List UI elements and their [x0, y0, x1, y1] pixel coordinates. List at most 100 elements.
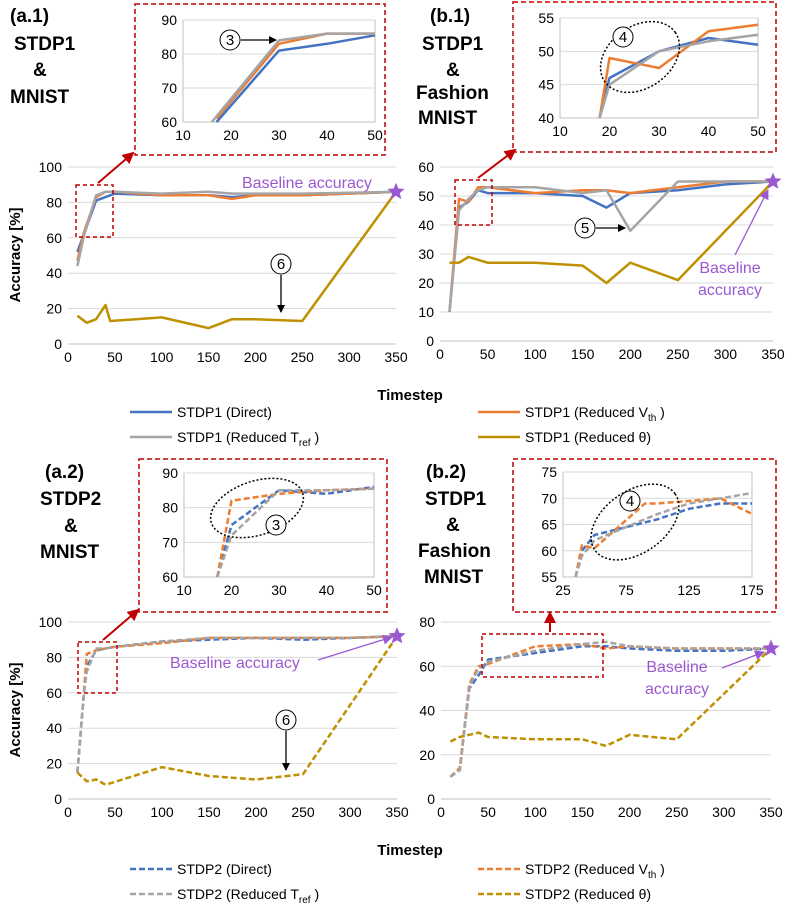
a1_main-ytick-4: 80 [46, 194, 62, 210]
b2_main-ytick-0: 0 [427, 791, 435, 807]
legend-top-label-direct: STDP1 (Direct) [177, 404, 272, 420]
a1_zoom-ytick-0: 60 [161, 114, 177, 130]
chart-b2-main: 0 20 40 60 80 0 50 100 150 200 250 300 350 [419, 614, 782, 820]
b2_zoom-ytick-3: 70 [541, 490, 557, 506]
a1-zoom-arrow [97, 151, 135, 184]
b1_zoom-ytick-0: 40 [538, 110, 554, 126]
a1_zoom-xtick-1: 20 [223, 127, 239, 143]
chart-a1-main: 0 20 40 60 80 100 0 50 100 150 200 250 300 350 [39, 159, 408, 365]
a2_main-ytick-5: 100 [39, 614, 63, 630]
bottom-xlabel: Timestep [377, 842, 443, 859]
a2-zoom-frame [138, 458, 388, 613]
a1_zoom-xtick-4: 50 [367, 127, 383, 143]
label-a2-id: (a.2) [45, 462, 84, 483]
a1_main-series-tref [76, 190, 397, 267]
a2_main-xtick-3: 150 [197, 804, 221, 820]
a2_zoom-ytick-3: 90 [162, 465, 178, 481]
a1_zoom-plot-area [182, 19, 376, 123]
a1_main-ytick-5: 100 [39, 159, 63, 175]
a1_main-series-theta [76, 191, 398, 330]
a1_zoom-series-direct [215, 34, 376, 123]
svg-text:4: 4 [619, 29, 627, 46]
b2_zoom-series-tref [574, 491, 753, 578]
b2_main-xtick-2: 100 [524, 804, 548, 820]
legend-top-label-theta: STDP1 (Reduced θ) [525, 429, 651, 445]
b2_zoom-ytick-0: 55 [541, 569, 557, 585]
legend-bottom-label-tref: STDP2 (Reduced Tref ) [177, 886, 319, 906]
b1_main-series-theta [449, 180, 774, 285]
a1_main-baseline-star [387, 182, 405, 200]
label-b2-data1: Fashion [418, 541, 491, 562]
b1_zoom-ytick-2: 50 [538, 43, 554, 59]
b2_zoom-ytick-1: 60 [541, 543, 557, 559]
b1_zoom-xtick-1: 20 [602, 123, 618, 139]
label-a2-rule: STDP2 [40, 489, 101, 510]
a2_main-ytick-0: 0 [54, 791, 62, 807]
b1_main-ytick-5: 50 [418, 188, 434, 204]
baseline-a2-label: Baseline accuracy [170, 655, 300, 672]
a2_main-ytick-1: 20 [46, 756, 62, 772]
svg-text:3: 3 [226, 32, 234, 49]
b2_main-xtick-1: 50 [480, 804, 496, 820]
top-xlabel: Timestep [377, 387, 443, 404]
b2_zoom-xtick-1: 75 [618, 582, 634, 598]
b2_main-ytick-3: 60 [419, 658, 435, 674]
a1_zoom-xtick-0: 10 [175, 127, 191, 143]
a2_main-ytick-2: 40 [46, 720, 62, 736]
a1_main-ytick-2: 40 [46, 265, 62, 281]
b2_main-xtick-6: 300 [712, 804, 736, 820]
baseline-b2-line1: Baseline [646, 659, 707, 676]
label-b2: (b.2) STDP1 & Fashion MNIST [418, 462, 491, 588]
a1-zoom-region [75, 184, 114, 238]
b1_main-ytick-6: 60 [418, 159, 434, 175]
a1_main-ytick-3: 60 [46, 230, 62, 246]
b2_main-xtick-7: 350 [759, 804, 783, 820]
b1-zoom-frame [512, 1, 777, 153]
b1_zoom-xtick-3: 40 [701, 123, 717, 139]
b1_zoom-xtick-2: 30 [651, 123, 667, 139]
a2_zoom-series-vth [216, 487, 375, 578]
svg-text:5: 5 [581, 220, 589, 237]
b1_main-xtick-4: 200 [619, 346, 643, 362]
label-b2-id: (b.2) [426, 462, 466, 483]
b2_zoom-xtick-2: 125 [677, 582, 701, 598]
a2_main-xtick-6: 300 [338, 804, 362, 820]
a1_zoom-ytick-3: 90 [161, 12, 177, 28]
chart-b2-zoom: 55 60 65 70 75 25 75 125 175 [541, 464, 763, 598]
label-b2-amp: & [446, 515, 460, 536]
b1_main-ytick-3: 30 [418, 246, 434, 262]
b1_main-xtick-6: 300 [714, 346, 738, 362]
b2_zoom-series-direct [574, 502, 752, 578]
label-a2-data: MNIST [40, 542, 100, 563]
b1_zoom-xtick-0: 10 [552, 123, 568, 139]
a2_zoom-ytick-2: 80 [162, 500, 178, 516]
legend-top-label-tref: STDP1 (Reduced Tref ) [177, 429, 319, 449]
a1-ylabel: Accuracy [%] [7, 207, 24, 302]
a1_main-xtick-4: 200 [244, 349, 268, 365]
b1_main-baseline-star [764, 172, 782, 189]
b1_zoom-xtick-4: 50 [750, 123, 766, 139]
b1_zoom-series-tref [598, 33, 759, 119]
b2_main-ytick-4: 80 [419, 614, 435, 630]
label-b1-data1: Fashion [416, 83, 489, 104]
marker-5-b1: 5 [574, 217, 626, 239]
b1_main-ytick-4: 40 [418, 217, 434, 233]
a1_main-xtick-5: 250 [291, 349, 315, 365]
svg-text:6: 6 [282, 712, 290, 729]
b2_zoom-ytick-2: 65 [541, 517, 557, 533]
b1_zoom-ytick-3: 55 [538, 10, 554, 26]
chart-a2-main: 0 20 40 60 80 100 0 50 100 150 200 250 300 350 [39, 614, 409, 820]
label-a2: (a.2) STDP2 & MNIST [40, 462, 101, 563]
a1-zoom-frame [134, 3, 386, 156]
legend-bottom: STDP2 (Direct) STDP2 (Reduced Vth ) STDP2 … [130, 861, 665, 906]
a1_main-xtick-3: 150 [197, 349, 221, 365]
a1_main-xtick-7: 350 [384, 349, 408, 365]
marker-3-a1: 3 [219, 29, 277, 51]
a2_zoom-xtick-3: 40 [319, 582, 335, 598]
b2_main-ytick-2: 40 [419, 703, 435, 719]
svg-text:6: 6 [277, 256, 285, 273]
a2_main-baseline-star [388, 627, 406, 644]
baseline-b1-line1: Baseline [699, 260, 760, 277]
a2_zoom-xtick-2: 30 [271, 582, 287, 598]
a2_zoom-ytick-0: 60 [162, 569, 178, 585]
